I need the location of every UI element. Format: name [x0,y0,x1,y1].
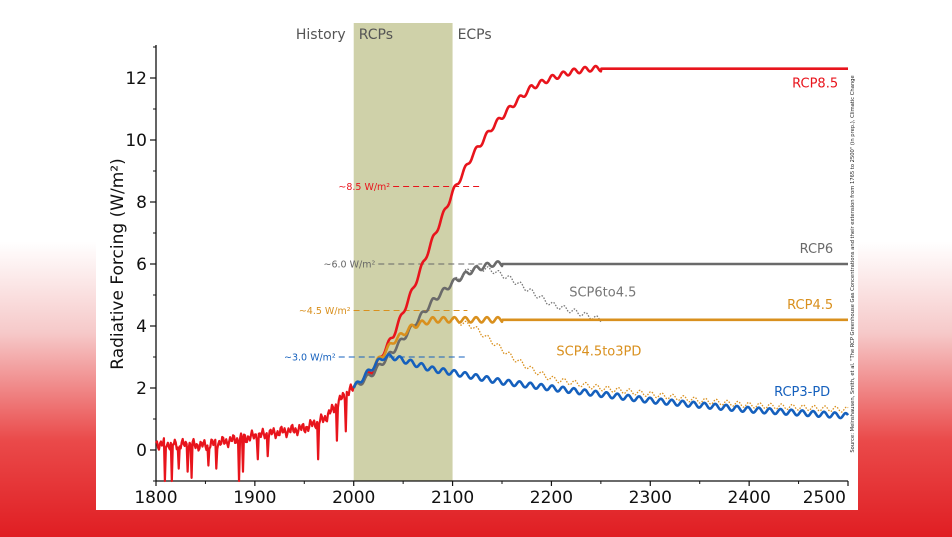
y-tick-label: 4 [136,317,147,337]
x-tick-label: 1800 [134,488,177,508]
series-label-scp4-5to3pd: SCP4.5to3PD [556,344,641,359]
series-line-rcp3-pd [352,353,850,420]
y-tick-label: 0 [136,441,147,461]
y-tick-label: 12 [125,69,147,89]
series-label-rcp8-5: RCP8.5 [792,76,838,91]
x-tick-label: 2500 [803,488,846,508]
series-line-scp6to4-5 [451,264,602,323]
y-tick-label: 10 [125,131,147,151]
level-label: ~6.0 W/m² [324,260,376,271]
series-label-rcp3-pd: RCP3-PD [774,385,830,400]
x-tick-label: 2400 [728,488,771,508]
level-label: ~4.5 W/m² [299,306,351,317]
x-tick-label: 2100 [431,488,474,508]
radiative-forcing-chart: History RCPs ECPs 0 2 4 6 8 10 12 1800 1900 2000 2100… [108,23,856,508]
y-tick-label: 2 [136,379,147,399]
x-tick-label: 2200 [530,488,573,508]
y-tick-label: 6 [136,255,147,275]
source-note: Source: Meinshausen, Smith, et al. "The … [850,75,856,452]
period-label-history: History [296,27,346,43]
series-line-scp4-5to3pd [452,317,849,413]
y-tick-label: 8 [136,193,147,213]
period-band-rcps [353,23,453,481]
x-tick-label: 1900 [233,488,276,508]
level-label: ~8.5 W/m² [338,182,390,193]
period-label-rcps: RCPs [359,27,393,43]
history-line [155,383,355,483]
series-label-rcp6: RCP6 [800,242,834,257]
x-tick-label: 2000 [332,488,375,508]
y-axis-label: Radiative Forcing (W/m²) [108,158,128,370]
chart-figure: History RCPs ECPs 0 2 4 6 8 10 12 1800 1900 2000 2100… [96,15,858,510]
series-line-rcp6 [352,260,849,389]
series-label-scp6to4-5: SCP6to4.5 [569,286,636,301]
x-tick-label: 2300 [629,488,672,508]
series-line-rcp4-5 [352,315,849,389]
series-label-rcp4-5: RCP4.5 [787,298,833,313]
level-label: ~3.0 W/m² [284,353,336,364]
series-line-rcp8-5 [352,64,849,389]
period-label-ecps: ECPs [458,27,492,43]
